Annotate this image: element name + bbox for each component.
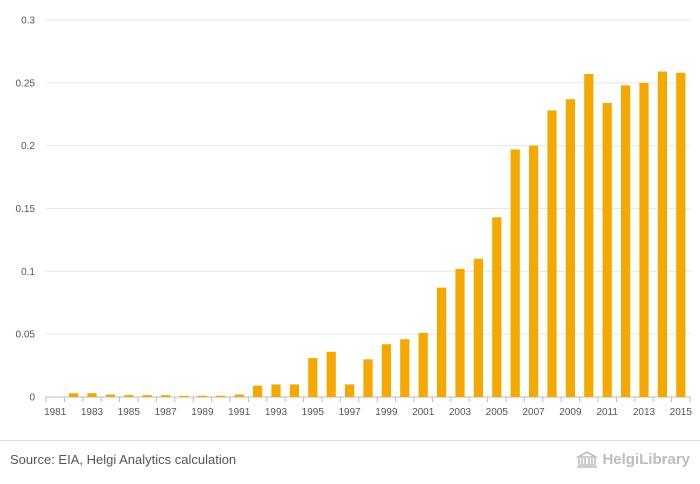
x-tick-label: 1981 bbox=[44, 407, 67, 418]
bar bbox=[418, 332, 428, 397]
bar bbox=[179, 395, 189, 397]
x-tick-label: 2005 bbox=[486, 407, 509, 418]
chart-footer: Source: EIA, Helgi Analytics calculation… bbox=[0, 440, 700, 484]
y-tick-label: 0.25 bbox=[16, 78, 36, 89]
bar bbox=[639, 82, 649, 397]
bar bbox=[253, 385, 263, 397]
bar bbox=[308, 358, 318, 397]
bar bbox=[69, 393, 79, 397]
bar bbox=[216, 395, 226, 397]
bar bbox=[345, 384, 355, 397]
x-tick-label: 2015 bbox=[670, 407, 693, 418]
bar bbox=[547, 110, 557, 397]
bar-chart: 0 0.05 0.1 0.15 0.2 0.25 0.3 1981 1983 1985 1987 19… bbox=[16, 16, 693, 419]
x-tick-label: 2001 bbox=[412, 407, 435, 418]
x-tick-label: 1983 bbox=[81, 407, 104, 418]
y-tick-label: 0.05 bbox=[16, 330, 36, 341]
helgi-library-logo[interactable]: HelgiLibrary bbox=[576, 450, 690, 468]
y-tick-label: 0.15 bbox=[16, 204, 36, 215]
bar bbox=[621, 85, 631, 397]
y-tick-label: 0.2 bbox=[21, 141, 35, 152]
library-building-icon bbox=[576, 451, 599, 468]
x-tick-label: 2009 bbox=[559, 407, 582, 418]
source-note: Source: EIA, Helgi Analytics calculation bbox=[10, 452, 237, 467]
bar bbox=[473, 258, 483, 397]
bar bbox=[234, 394, 244, 397]
x-tick-label: 2003 bbox=[449, 407, 472, 418]
bar bbox=[87, 393, 97, 397]
y-tick-label: 0 bbox=[29, 393, 35, 404]
x-tick-label: 2013 bbox=[633, 407, 656, 418]
bar bbox=[510, 149, 520, 397]
y-tick-label: 0.3 bbox=[21, 16, 35, 27]
bar bbox=[492, 217, 502, 397]
x-tick-label: 1989 bbox=[191, 407, 214, 418]
x-tick-label: 1997 bbox=[338, 407, 361, 418]
x-tick-label: 1987 bbox=[154, 407, 177, 418]
bar bbox=[197, 395, 207, 397]
x-tick-label: 1985 bbox=[118, 407, 141, 418]
bar bbox=[584, 74, 594, 397]
bar bbox=[363, 359, 373, 397]
y-tick-label: 0.1 bbox=[21, 267, 35, 278]
x-tick-label: 1995 bbox=[302, 407, 325, 418]
bar bbox=[326, 351, 336, 397]
x-tick-label: 1993 bbox=[265, 407, 288, 418]
bar bbox=[124, 395, 134, 397]
bar bbox=[289, 384, 299, 397]
bar bbox=[400, 339, 410, 397]
bar bbox=[142, 395, 152, 397]
bar bbox=[437, 287, 447, 397]
bar bbox=[161, 395, 171, 397]
bar bbox=[657, 71, 667, 398]
bar bbox=[676, 72, 686, 397]
x-tick-label: 1999 bbox=[375, 407, 398, 418]
bar bbox=[602, 102, 612, 397]
logo-text: HelgiLibrary bbox=[602, 450, 690, 468]
bar bbox=[565, 99, 575, 398]
x-tick-label: 2011 bbox=[596, 407, 618, 418]
bar bbox=[271, 384, 281, 397]
bar bbox=[529, 145, 539, 397]
x-tick-label: 1991 bbox=[228, 407, 251, 418]
bar bbox=[455, 268, 465, 397]
bar bbox=[105, 394, 115, 397]
x-tick-label: 2007 bbox=[522, 407, 545, 418]
bar bbox=[381, 344, 391, 397]
